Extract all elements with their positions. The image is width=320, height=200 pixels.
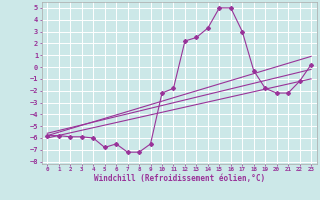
- X-axis label: Windchill (Refroidissement éolien,°C): Windchill (Refroidissement éolien,°C): [94, 174, 265, 183]
